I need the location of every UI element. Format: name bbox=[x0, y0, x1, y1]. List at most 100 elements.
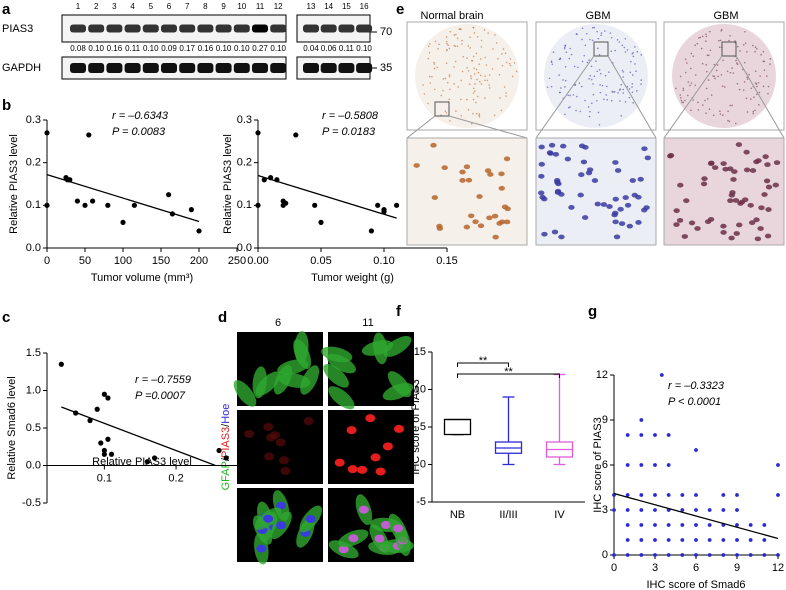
tma-dot bbox=[640, 54, 643, 56]
tma-dot bbox=[731, 67, 733, 69]
tma-dot bbox=[603, 98, 605, 101]
nucleus bbox=[498, 185, 505, 191]
column-label: GBM bbox=[585, 10, 610, 22]
tma-dot bbox=[610, 99, 613, 102]
tma-dot bbox=[568, 57, 571, 60]
nucleus bbox=[393, 524, 404, 533]
nucleus bbox=[430, 142, 437, 148]
tma-dot bbox=[487, 32, 489, 34]
nucleus bbox=[612, 160, 619, 165]
point bbox=[82, 202, 88, 208]
tma-dot bbox=[461, 39, 463, 42]
tma-dot bbox=[752, 110, 755, 113]
y-tick-label: 0 bbox=[602, 549, 608, 561]
y-tick-label: 5 bbox=[420, 421, 426, 433]
tma-dot bbox=[445, 49, 448, 52]
tma-dot bbox=[620, 83, 623, 86]
tma-dot bbox=[498, 73, 501, 76]
nucleus bbox=[459, 169, 466, 175]
x-axis-label: Tumor volume (mm³) bbox=[91, 272, 193, 284]
point bbox=[105, 202, 111, 208]
tma-dot bbox=[736, 63, 739, 66]
point bbox=[255, 202, 261, 208]
nucleus bbox=[538, 173, 545, 179]
tma-dot bbox=[444, 77, 447, 80]
tma-dot bbox=[710, 94, 713, 96]
tma-dot bbox=[622, 76, 625, 78]
tma-dot bbox=[501, 53, 503, 55]
tma-dot bbox=[696, 42, 699, 45]
tma-dot bbox=[475, 68, 478, 71]
tma-dot bbox=[738, 88, 741, 91]
nucleus bbox=[538, 161, 545, 167]
column-label: GBM bbox=[713, 10, 738, 22]
tma-dot bbox=[573, 65, 576, 68]
nucleus bbox=[577, 192, 584, 198]
tma-dot bbox=[589, 38, 591, 41]
tma-dot bbox=[736, 62, 738, 64]
point bbox=[707, 523, 712, 527]
x-axis-label: IHC score of Smad6 bbox=[646, 579, 745, 590]
tma-dot bbox=[744, 42, 747, 44]
tma-dot bbox=[686, 62, 688, 64]
tma-dot bbox=[704, 99, 706, 102]
quantification: 0.10 bbox=[88, 44, 104, 53]
nucleus bbox=[612, 219, 619, 225]
tma-dot bbox=[739, 50, 741, 52]
point bbox=[394, 202, 400, 208]
nucleus bbox=[546, 150, 554, 156]
tma-dot bbox=[744, 31, 746, 33]
band bbox=[88, 24, 105, 33]
tma-dot bbox=[622, 71, 625, 73]
tma-dot bbox=[472, 87, 475, 90]
quantification: 0.04 bbox=[303, 44, 319, 53]
tma-dot bbox=[760, 53, 762, 56]
nucleus bbox=[276, 521, 287, 530]
point bbox=[86, 132, 92, 138]
tma-dot bbox=[608, 71, 610, 73]
x-tick-label: 0.10 bbox=[373, 255, 394, 267]
tma-dot bbox=[576, 95, 578, 98]
tma-dot bbox=[484, 97, 486, 99]
nucleus bbox=[757, 226, 764, 231]
ihc-zoom bbox=[663, 137, 785, 246]
tma-dot bbox=[438, 43, 440, 46]
tma-dot bbox=[618, 41, 621, 43]
nucleus bbox=[463, 164, 471, 170]
tma-dot bbox=[705, 112, 707, 115]
tma-dot bbox=[422, 84, 424, 86]
tma-dot bbox=[436, 66, 438, 69]
tma-dot bbox=[494, 34, 496, 36]
tma-dot bbox=[460, 79, 462, 82]
tma-dot bbox=[508, 62, 511, 65]
nucleus bbox=[263, 514, 274, 523]
tma-dot bbox=[756, 93, 758, 96]
tma-core bbox=[415, 24, 519, 128]
quantification: 0.06 bbox=[321, 44, 337, 53]
nucleus bbox=[554, 179, 561, 185]
tma-dot bbox=[600, 32, 603, 34]
annotation: r = –0.7559 bbox=[135, 374, 191, 386]
tma-dot bbox=[634, 46, 636, 48]
tma-dot bbox=[453, 44, 456, 47]
tma-dot bbox=[729, 34, 731, 37]
tma-dot bbox=[590, 78, 593, 81]
point bbox=[653, 463, 657, 467]
point bbox=[680, 508, 685, 512]
tma-dot bbox=[470, 123, 473, 125]
band bbox=[70, 63, 86, 73]
tma-dot bbox=[470, 77, 472, 80]
tma-dot bbox=[597, 111, 600, 114]
nucleus bbox=[463, 224, 471, 230]
tma-dot bbox=[581, 60, 584, 63]
cell bbox=[277, 359, 309, 375]
tma-dot bbox=[680, 99, 683, 102]
nucleus bbox=[728, 235, 735, 241]
nucleus bbox=[264, 452, 275, 461]
point bbox=[707, 553, 712, 557]
tma-dot bbox=[437, 48, 439, 50]
tma-dot bbox=[511, 75, 514, 78]
tma-dot bbox=[716, 64, 719, 66]
nucleus bbox=[380, 520, 391, 529]
tma-dot bbox=[706, 54, 709, 57]
